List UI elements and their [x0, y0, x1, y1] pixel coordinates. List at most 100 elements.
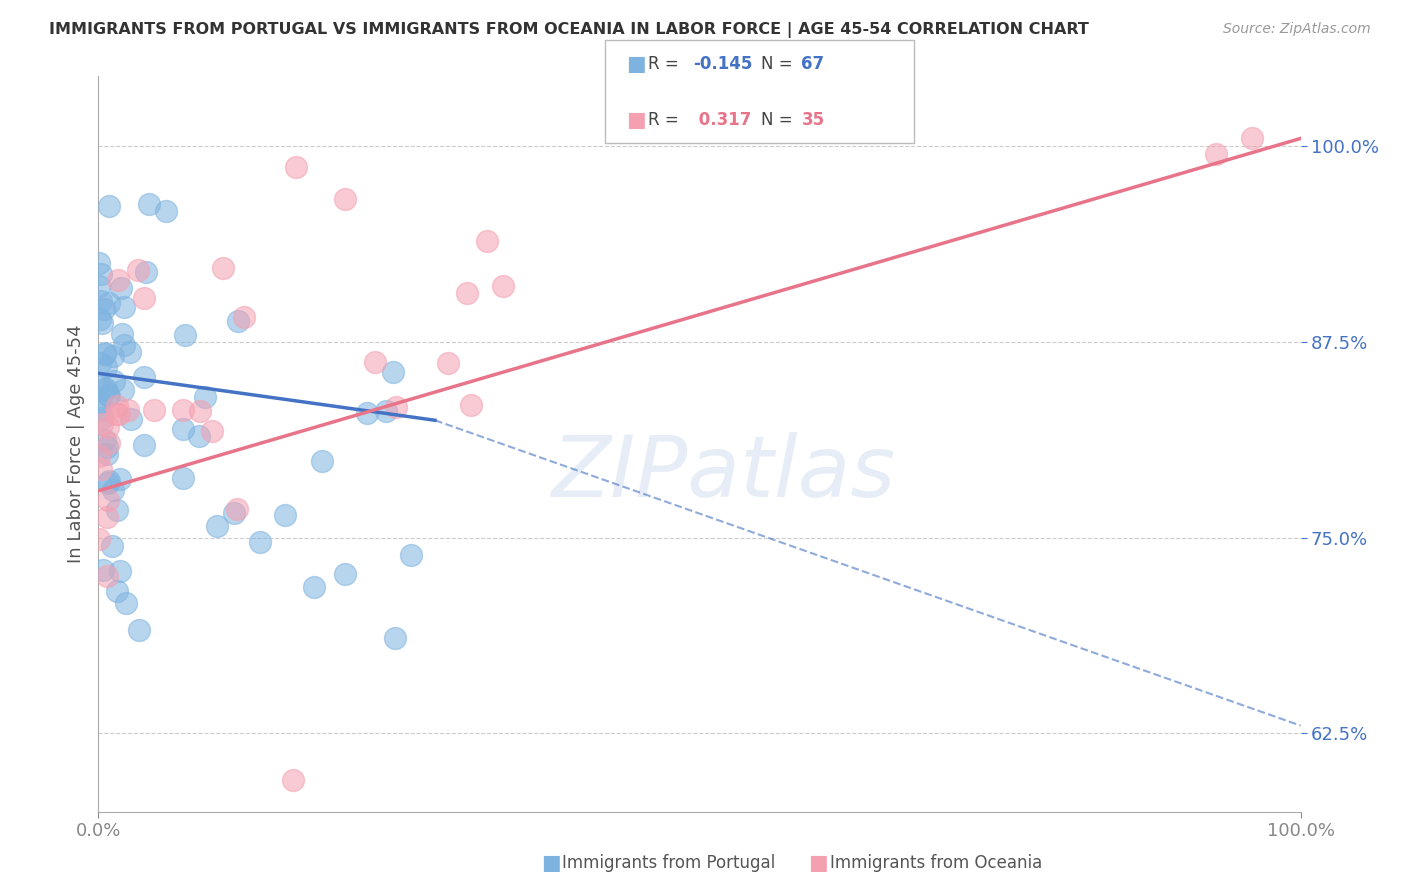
Point — [98, 389, 121, 403]
Text: ■: ■ — [808, 854, 828, 873]
Point — [226, 314, 249, 328]
Point — [212, 261, 235, 276]
Point — [93, 563, 115, 577]
Point — [110, 472, 132, 486]
Point — [89, 376, 111, 391]
Point — [385, 400, 408, 414]
Point — [97, 388, 120, 402]
Point — [90, 461, 112, 475]
Point — [249, 535, 271, 549]
Text: Source: ZipAtlas.com: Source: ZipAtlas.com — [1223, 22, 1371, 37]
Point — [101, 483, 124, 497]
Text: R =: R = — [648, 55, 685, 73]
Point — [311, 454, 333, 468]
Point — [188, 404, 211, 418]
Point — [333, 566, 356, 581]
Point — [173, 327, 195, 342]
Point — [205, 519, 228, 533]
Point — [132, 370, 155, 384]
Point — [274, 508, 297, 522]
Point — [98, 474, 121, 488]
Point — [118, 344, 141, 359]
Text: 67: 67 — [801, 55, 824, 73]
Point — [107, 273, 129, 287]
Point — [105, 399, 128, 413]
Point — [105, 584, 128, 599]
Text: Immigrants from Oceania: Immigrants from Oceania — [830, 855, 1042, 872]
Point — [90, 417, 112, 432]
Point — [201, 424, 224, 438]
Point — [104, 407, 127, 421]
Point — [93, 347, 115, 361]
Point — [108, 564, 131, 578]
Point — [94, 433, 117, 447]
Point — [437, 356, 460, 370]
Point — [96, 440, 118, 454]
Point — [105, 502, 128, 516]
Point — [90, 411, 112, 425]
Point — [364, 355, 387, 369]
Point — [94, 360, 117, 375]
Point — [374, 404, 396, 418]
Point — [110, 280, 132, 294]
Text: 35: 35 — [801, 112, 824, 129]
Point — [138, 196, 160, 211]
Y-axis label: In Labor Force | Age 45-54: In Labor Force | Age 45-54 — [66, 325, 84, 563]
Point — [491, 278, 513, 293]
Point — [460, 398, 482, 412]
Point — [117, 402, 139, 417]
Text: ZIPatlas: ZIPatlas — [551, 432, 896, 515]
Point — [97, 476, 120, 491]
Point — [87, 449, 110, 463]
Point — [98, 436, 121, 450]
Text: IMMIGRANTS FROM PORTUGAL VS IMMIGRANTS FROM OCEANIA IN LABOR FORCE | AGE 45-54 C: IMMIGRANTS FROM PORTUGAL VS IMMIGRANTS F… — [49, 22, 1090, 38]
Point — [112, 338, 135, 352]
Point — [120, 412, 142, 426]
Point — [112, 301, 135, 315]
Text: R =: R = — [648, 112, 685, 129]
Point — [132, 438, 155, 452]
Point — [127, 262, 149, 277]
Text: ■: ■ — [626, 111, 645, 130]
Text: Immigrants from Portugal: Immigrants from Portugal — [562, 855, 776, 872]
Point — [89, 402, 111, 417]
Point — [90, 267, 112, 281]
Text: -0.145: -0.145 — [693, 55, 752, 73]
Point — [97, 295, 120, 310]
Point — [89, 356, 111, 370]
Point — [172, 403, 194, 417]
Point — [381, 366, 404, 380]
Point — [134, 291, 156, 305]
Point — [155, 204, 177, 219]
Point — [96, 510, 118, 524]
Point — [135, 265, 157, 279]
Point — [97, 493, 120, 508]
Text: 0.317: 0.317 — [693, 112, 752, 129]
Point — [302, 580, 325, 594]
Point — [143, 402, 166, 417]
Point — [172, 471, 194, 485]
Point — [96, 569, 118, 583]
Point — [1241, 131, 1264, 145]
Point — [384, 631, 406, 645]
Point — [225, 502, 247, 516]
Point — [356, 406, 378, 420]
Point — [90, 293, 112, 308]
Point — [112, 384, 135, 398]
Point — [194, 390, 217, 404]
Point — [281, 773, 304, 788]
Point — [477, 234, 499, 248]
Point — [111, 326, 134, 341]
Point — [107, 408, 129, 422]
Point — [89, 278, 111, 293]
Point — [98, 199, 121, 213]
Point — [96, 382, 118, 396]
Text: ■: ■ — [541, 854, 561, 873]
Point — [103, 374, 125, 388]
Point — [89, 312, 111, 326]
Point — [115, 596, 138, 610]
Text: N =: N = — [761, 112, 797, 129]
Point — [94, 346, 117, 360]
Point — [97, 420, 120, 434]
Point — [101, 539, 124, 553]
